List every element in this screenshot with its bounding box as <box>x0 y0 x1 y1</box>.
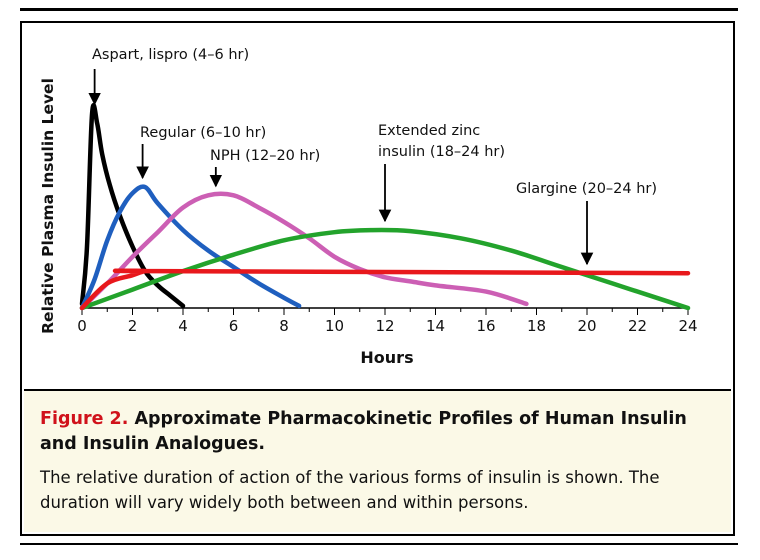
x-tick-label: 12 <box>375 317 394 335</box>
annotation-label: Regular (6–10 hr) <box>140 125 266 141</box>
caption-title: Approximate Pharmacokinetic Profiles of … <box>40 409 687 454</box>
x-tick-label: 22 <box>628 317 647 335</box>
figure-caption: Figure 2. Approximate Pharmacokinetic Pr… <box>24 389 731 532</box>
series-line-5 <box>79 268 691 311</box>
annotations: Aspart, lispro (4–6 hr) Regular (6–10 hr)… <box>88 47 657 266</box>
bottom-rule <box>20 543 738 545</box>
figure-frame: 0 2 4 6 8 10 12 14 16 18 20 22 24 Hours Relative Plasm… <box>20 21 735 536</box>
annotation-label: Glargine (20–24 hr) <box>516 181 657 197</box>
series-line-1 <box>79 103 186 309</box>
x-tick-label: 16 <box>476 317 495 335</box>
x-axis-label: Hours <box>360 348 413 367</box>
annotation-label: Aspart, lispro (4–6 hr) <box>92 47 249 63</box>
annotation-label: NPH (12–20 hr) <box>210 148 320 164</box>
x-tick-label: 18 <box>527 317 546 335</box>
top-rule <box>20 8 738 11</box>
x-tick-label: 8 <box>279 317 289 335</box>
annotation-label: insulin (18–24 hr) <box>378 144 505 160</box>
x-tick-label: 6 <box>229 317 239 335</box>
annotation-label: Extended zinc <box>378 123 480 139</box>
x-tick-label: 0 <box>77 317 87 335</box>
caption-title-block: Figure 2. Approximate Pharmacokinetic Pr… <box>40 407 715 457</box>
caption-body: The relative duration of action of the v… <box>40 468 660 512</box>
series-group <box>79 103 691 311</box>
x-tick-label: 20 <box>577 317 596 335</box>
x-tick-label: 4 <box>178 317 188 335</box>
y-axis-label: Relative Plasma Insulin Level <box>39 78 57 334</box>
x-tick-label: 10 <box>325 317 344 335</box>
figure-label: Figure 2. <box>40 409 129 429</box>
x-tick-label: 2 <box>128 317 138 335</box>
series-line-2 <box>79 184 302 311</box>
series-line-3 <box>79 191 529 311</box>
x-tick-label: 24 <box>678 317 697 335</box>
x-tick-label: 14 <box>426 317 445 335</box>
